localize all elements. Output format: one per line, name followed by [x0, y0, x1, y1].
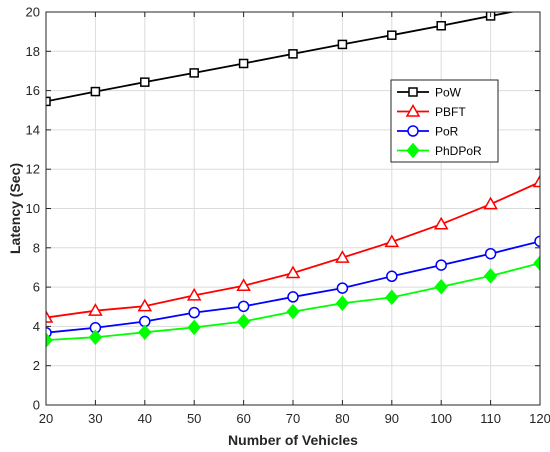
legend: PoW PBFT PoR PhDPoR: [390, 79, 499, 163]
data-point-por: [287, 291, 299, 303]
data-point-por: [484, 247, 497, 260]
data-point-por: [435, 259, 447, 271]
data-point-pbft: [384, 234, 400, 248]
series-phdpor: [46, 255, 540, 348]
data-point-por: [188, 306, 200, 319]
series-layer: [46, 2, 544, 348]
y-tick-label: 10: [26, 201, 40, 216]
x-tick-label: 80: [335, 411, 349, 426]
data-point-pbft: [186, 287, 202, 301]
data-point-pow: [337, 39, 348, 50]
y-tick-label: 0: [33, 398, 40, 413]
legend-marker-pow: [408, 87, 418, 97]
data-point-phdpor: [335, 295, 350, 311]
data-point-pow: [90, 86, 101, 97]
data-point-pbft: [335, 250, 350, 263]
series-pbft: [46, 174, 540, 323]
legend-label-pbft: PBFT: [435, 105, 466, 119]
data-point-phdpor: [483, 268, 498, 284]
data-point-phdpor: [187, 319, 201, 336]
data-point-pow: [536, 2, 544, 10]
y-tick-label: 12: [26, 162, 40, 177]
y-tick-label: 20: [26, 5, 40, 20]
series-por: [46, 235, 540, 339]
x-tick-label: 40: [138, 411, 152, 426]
data-point-pbft: [433, 216, 449, 230]
data-point-phdpor: [286, 303, 300, 320]
legend-label-phdpor: PhDPoR: [435, 144, 482, 158]
data-point-pow: [387, 30, 397, 40]
x-axis-title: Number of Vehicles: [228, 432, 358, 448]
data-point-pow: [288, 49, 298, 59]
legend-marker-pbft: [405, 103, 421, 117]
y-tick-label: 14: [26, 122, 40, 137]
data-point-pow: [189, 68, 199, 78]
data-point-phdpor: [138, 324, 152, 341]
ticks: 20 30 40 50 60 70 80 90 100 110 120 0 2 4 6 8 10 12 14 16 18…: [26, 5, 550, 427]
x-tick-label: 110: [480, 411, 501, 426]
data-point-pbft: [483, 196, 498, 210]
data-point-phdpor: [434, 278, 448, 295]
data-point-pbft: [137, 298, 153, 312]
y-tick-label: 18: [26, 44, 40, 59]
x-tick-label: 20: [39, 411, 53, 426]
x-tick-label: 30: [88, 411, 102, 426]
x-tick-label: 60: [236, 411, 250, 426]
data-point-por: [237, 300, 250, 313]
x-tick-label: 90: [385, 411, 399, 426]
data-point-pbft: [46, 310, 54, 323]
x-tick-label: 70: [286, 411, 300, 426]
legend-label-pow: PoW: [435, 86, 462, 100]
data-point-pow: [140, 77, 150, 87]
data-point-por: [534, 235, 540, 248]
y-tick-label: 8: [33, 240, 40, 255]
legend-marker-por: [407, 125, 419, 137]
y-tick-label: 2: [33, 358, 40, 373]
data-point-phdpor: [88, 329, 103, 345]
data-point-pbft: [236, 278, 251, 291]
data-point-phdpor: [385, 289, 399, 306]
data-point-pow: [46, 96, 51, 107]
grid: [45, 11, 541, 406]
data-point-phdpor: [236, 313, 251, 330]
x-tick-label: 120: [529, 411, 550, 426]
x-tick-label: 50: [187, 411, 201, 426]
x-tick-label: 100: [430, 411, 452, 426]
legend-marker-phdpor: [406, 142, 420, 159]
data-point-phdpor: [533, 255, 540, 271]
y-axis-title: Latency (Sec): [7, 163, 23, 254]
data-point-phdpor: [46, 332, 53, 348]
data-point-pow: [238, 58, 249, 69]
data-point-pbft: [285, 265, 301, 279]
data-point-por: [336, 282, 349, 294]
y-tick-label: 6: [33, 280, 40, 295]
legend-label-por: PoR: [435, 125, 459, 139]
data-point-por: [386, 270, 398, 283]
data-point-pow: [436, 21, 446, 31]
data-point-pbft: [88, 303, 103, 316]
data-point-pbft: [532, 174, 540, 188]
y-tick-label: 16: [26, 83, 40, 98]
y-tick-label: 4: [33, 319, 40, 334]
